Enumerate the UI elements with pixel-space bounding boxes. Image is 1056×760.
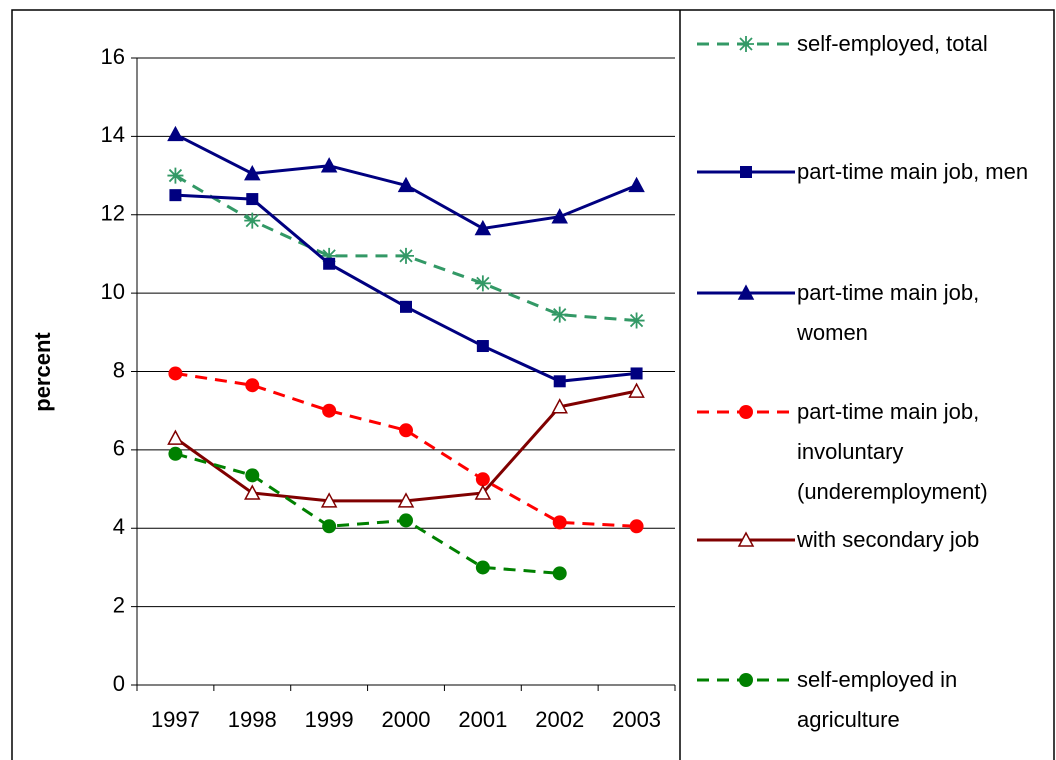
marker [321,247,338,264]
y-tick-label: 14 [101,122,125,147]
legend-label: part-time main job, involuntary (underem… [797,399,988,504]
series-line [174,389,637,503]
marker [244,484,261,500]
marker [399,423,413,438]
series [167,382,645,508]
marker [474,484,492,500]
marker [322,519,337,534]
series [167,167,645,329]
series [168,366,644,534]
marker [322,403,337,418]
marker [552,515,567,530]
legend-label: self-employed, total [797,31,988,56]
marker [628,382,645,398]
marker [551,208,568,224]
marker [629,519,644,534]
marker [167,429,184,445]
marker [628,176,645,193]
x-tick-label: 2002 [535,707,584,732]
series [168,446,567,581]
marker [476,340,489,353]
legend-label: with secondary job [797,527,980,552]
chart-frame [11,9,1055,760]
x-tick-label: 1998 [228,707,277,732]
legend-label: part-time main job, men [797,159,1029,184]
marker [167,125,184,142]
marker [245,468,260,483]
marker [244,212,261,229]
series-line [175,452,560,575]
marker [244,165,261,181]
x-tick-label: 1997 [151,707,200,732]
marker [397,176,415,193]
y-axis-label: percent [30,332,55,412]
x-tick-label: 2001 [458,707,507,732]
marker [320,492,338,508]
marker [323,257,336,270]
y-tick-label: 6 [113,436,125,461]
marker [737,284,755,300]
y-tick-label: 10 [101,279,125,304]
marker [400,300,412,313]
x-tick-label: 2003 [612,707,661,732]
marker [168,366,183,381]
marker [169,189,182,202]
marker [167,167,184,184]
marker [738,36,754,52]
y-tick-label: 4 [113,514,125,539]
series [167,125,645,236]
legend-label: self-employed in agriculture [797,667,958,732]
marker [168,446,183,461]
y-tick-label: 8 [113,357,125,382]
marker [397,492,415,508]
y-tick-label: 12 [101,201,125,226]
series [169,189,643,388]
marker [474,219,492,236]
y-tick-label: 0 [113,671,125,696]
marker [739,405,753,419]
marker [474,275,491,292]
marker [320,157,338,173]
marker [552,566,567,581]
y-tick-label: 16 [101,44,125,69]
marker [737,531,755,547]
marker [399,513,413,528]
marker [630,367,643,380]
marker [553,375,566,388]
marker [551,306,568,323]
marker [475,560,490,575]
marker [551,398,568,414]
y-tick-label: 2 [113,592,125,617]
x-tick-label: 1999 [305,707,354,732]
legend-label: part-time main job, women [797,280,980,345]
x-tick-label: 2000 [382,707,431,732]
marker [245,378,260,393]
marker [739,673,753,687]
marker [398,247,414,264]
marker [246,193,259,206]
marker [475,472,490,487]
marker [740,166,752,178]
marker [628,312,645,329]
